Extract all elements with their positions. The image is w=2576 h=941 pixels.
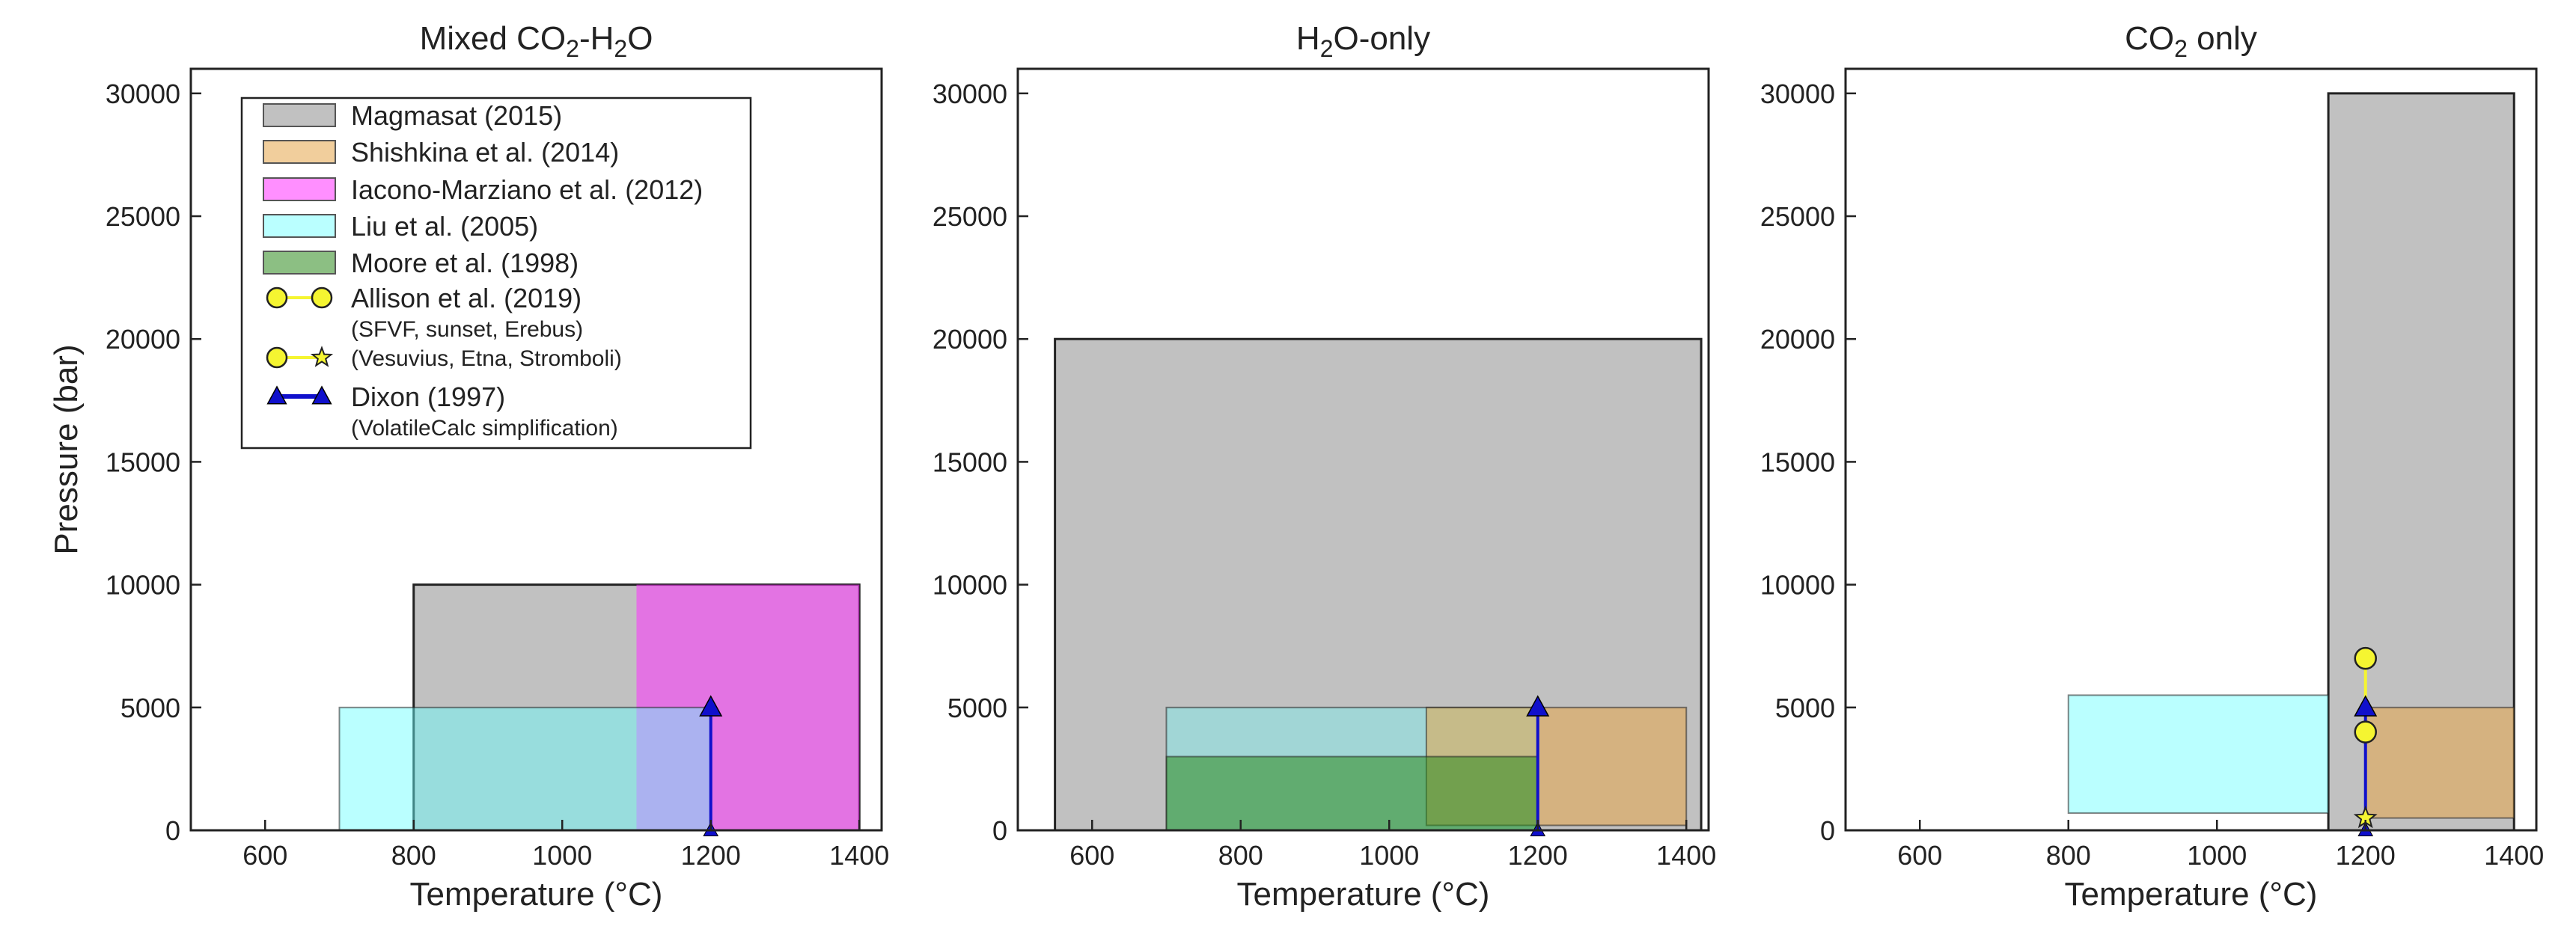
x-axis-label: Temperature (°C) (2065, 876, 2318, 913)
range-liu (338, 706, 712, 831)
y-tick-label: 30000 (106, 79, 180, 109)
panel-title: H2O-only (1296, 20, 1430, 62)
y-tick-label: 30000 (933, 79, 1007, 109)
legend-label: Dixon (1997) (351, 381, 505, 412)
title-subscript: 2 (1320, 35, 1334, 62)
ticks (1846, 92, 2515, 832)
title-part: -H (579, 20, 614, 57)
legend-sublabel: (SFVF, sunset, Erebus) (351, 317, 583, 342)
y-tick-label: 25000 (1760, 201, 1835, 232)
x-tick-label: 1000 (532, 840, 592, 871)
legend-marker-allison-star (310, 346, 334, 367)
legend-swatch-liu (263, 214, 336, 238)
legend-swatch-shishkina (263, 140, 336, 164)
y-tick-label: 5000 (947, 693, 1007, 723)
ticks (191, 92, 861, 832)
legend-label: Allison et al. (2019) (351, 283, 582, 313)
title-part: Mixed CO (420, 20, 567, 57)
title-part: H (1296, 20, 1320, 57)
legend-swatch-moore (263, 251, 336, 275)
axes-frame (1844, 67, 2538, 832)
title-part: O (627, 20, 653, 57)
dixon-marker-top (1526, 695, 1550, 717)
legend-sublabel: (VolatileCalc simplification) (351, 416, 618, 441)
legend-sublabel: (Vesuvius, Etna, Stromboli) (351, 346, 622, 371)
dixon-marker-top (699, 695, 723, 717)
x-tick-label: 800 (2046, 840, 2091, 871)
legend-swatch-magmasat (263, 103, 336, 127)
y-tick-label: 15000 (1760, 447, 1835, 477)
x-tick-label: 1400 (2484, 840, 2544, 871)
y-tick-label: 15000 (933, 447, 1007, 477)
x-tick-label: 600 (242, 840, 287, 871)
panel-co2-only: 600 800 1000 1200 1400 0 5000 10000 15000 20000 25… (1760, 20, 2544, 913)
x-tick-label: 1200 (681, 840, 741, 871)
x-tick-label: 600 (1069, 840, 1114, 871)
x-axis-label: Temperature (°C) (1237, 876, 1490, 913)
x-tick-label: 1000 (1359, 840, 1419, 871)
legend-label: Shishkina et al. (2014) (351, 137, 619, 168)
legend-label: Iacono-Marziano et al. (2012) (351, 174, 703, 205)
y-tick-label: 20000 (933, 324, 1007, 355)
y-tick-label: 15000 (106, 447, 180, 477)
y-tick-label: 5000 (1775, 693, 1835, 723)
range-moore (1165, 755, 1539, 832)
legend: Magmasat (2015) Shishkina et al. (2014) Ia… (240, 96, 752, 450)
x-tick-label: 800 (1218, 840, 1263, 871)
y-tick-label: 0 (992, 815, 1007, 846)
axes-frame (189, 67, 883, 832)
legend-label: Liu et al. (2005) (351, 211, 538, 242)
x-tick-label: 1000 (2187, 840, 2247, 871)
title-part: only (2188, 20, 2257, 57)
y-tick-label: 20000 (1760, 324, 1835, 355)
x-tick-label: 1400 (1656, 840, 1716, 871)
x-tick-label: 600 (1897, 840, 1942, 871)
y-tick-label: 10000 (933, 570, 1007, 601)
dixon-marker-top (2354, 695, 2378, 717)
x-tick-label: 1400 (829, 840, 889, 871)
y-tick-label: 25000 (106, 201, 180, 232)
legend-marker-allison-circle (266, 346, 288, 369)
range-liu (2067, 694, 2330, 815)
y-tick-label: 20000 (106, 324, 180, 355)
y-tick-label: 0 (165, 815, 180, 846)
ticks (1018, 92, 1688, 832)
legend-marker-dixon (266, 385, 287, 405)
title-subscript: 2 (2174, 35, 2188, 62)
y-tick-label: 5000 (120, 693, 180, 723)
allison-point (2354, 646, 2377, 670)
y-tick-label: 10000 (106, 570, 180, 601)
x-axis-label: Temperature (°C) (410, 876, 663, 913)
axes-frame (1016, 67, 1710, 832)
y-tick-label: 30000 (1760, 79, 1835, 109)
legend-label: Moore et al. (1998) (351, 248, 579, 278)
x-tick-label: 800 (391, 840, 436, 871)
legend-swatch-iacono (263, 177, 336, 201)
y-tick-label: 25000 (933, 201, 1007, 232)
y-tick-label: 0 (1820, 815, 1835, 846)
legend-marker-allison (311, 286, 333, 309)
panel-title: Mixed CO2-H2O (420, 20, 653, 62)
title-part: CO (2125, 20, 2174, 57)
x-tick-label: 1200 (2336, 840, 2396, 871)
title-subscript: 2 (566, 35, 579, 62)
panel-title: CO2 only (2125, 20, 2257, 62)
legend-label: Magmasat (2015) (351, 100, 562, 131)
title-subscript: 2 (614, 35, 627, 62)
panel-h2o-only: 600 800 1000 1200 1400 0 5000 10000 15000 20000 25… (933, 20, 1716, 913)
legend-marker-dixon (311, 385, 332, 405)
y-axis-label: Pressure (bar) (48, 344, 85, 554)
panel-mixed-co2-h2o: 600 800 1000 1200 1400 0 5000 10000 15000 20000 25… (48, 20, 889, 913)
y-tick-label: 10000 (1760, 570, 1835, 601)
range-shishkina (2364, 706, 2515, 819)
legend-marker-allison (266, 286, 288, 309)
title-part: O-only (1333, 20, 1430, 57)
allison-point (2354, 720, 2377, 744)
x-tick-label: 1200 (1508, 840, 1568, 871)
